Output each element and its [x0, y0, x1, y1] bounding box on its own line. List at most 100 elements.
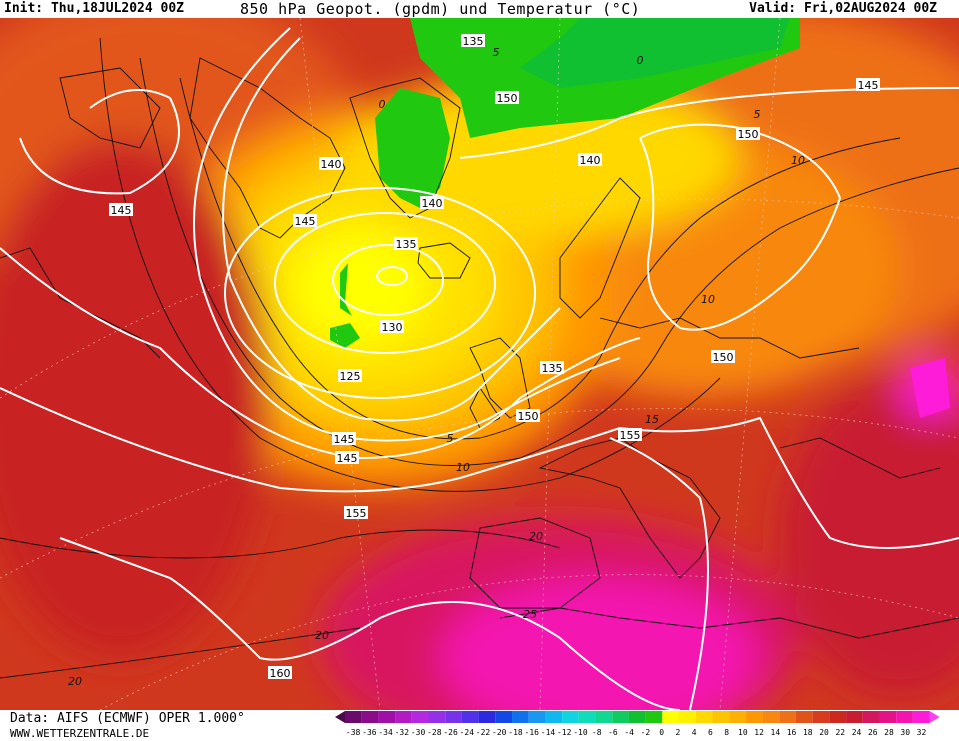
scale-color-box — [495, 711, 513, 723]
scale-color-box — [378, 711, 396, 723]
geopotential-label-box — [711, 350, 735, 363]
website-label: WWW.WETTERZENTRALE.DE — [10, 727, 150, 740]
scale-tick-label: -38 — [346, 728, 361, 737]
scale-color-box — [445, 711, 462, 723]
scale-color-box — [545, 711, 563, 723]
scale-color-box — [628, 711, 646, 723]
scale-tick-label: -10 — [573, 728, 588, 737]
scale-tick-label: 4 — [692, 728, 697, 737]
isotherm-label: 5 — [493, 46, 500, 59]
geopotential-label: 135 — [463, 35, 484, 48]
geopotential-labels: 1351401451501401451351301251351451401501… — [109, 34, 880, 680]
scale-tick-label: 12 — [754, 728, 764, 737]
geopotential-label: 150 — [738, 128, 759, 141]
scale-color-box — [528, 711, 546, 723]
isotherm-label: 5 — [447, 432, 454, 445]
scale-color-box — [829, 711, 847, 723]
isotherm-label: 20 — [529, 530, 543, 543]
scale-color-box — [745, 711, 763, 723]
geopotential-label-box — [394, 237, 418, 250]
geopotential-label: 150 — [713, 351, 734, 364]
scale-tick-label: -14 — [541, 728, 556, 737]
scale-arrow-left — [335, 711, 345, 723]
scale-color-box — [695, 711, 713, 723]
scale-color-box — [478, 711, 496, 723]
geopotential-label: 140 — [580, 154, 601, 167]
scale-tick-label: 26 — [868, 728, 878, 737]
scale-tick-label: 0 — [659, 728, 664, 737]
scale-color-box — [461, 711, 479, 723]
map-title: 850 hPa Geopot. (gpdm) und Temperatur (°… — [240, 0, 641, 18]
geopotential-label-box — [319, 157, 343, 170]
scale-color-box — [562, 711, 579, 723]
scale-tick-label: 30 — [900, 728, 910, 737]
scale-color-box — [779, 711, 796, 723]
geopotential-label: 150 — [497, 92, 518, 105]
scale-color-box — [512, 711, 529, 723]
scale-color-box — [662, 711, 680, 723]
scale-tick-label: -20 — [492, 728, 507, 737]
scale-tick-label: -18 — [508, 728, 523, 737]
scale-color-box — [712, 711, 730, 723]
isotherm-label: 25 — [523, 608, 537, 621]
scale-tick-label: -16 — [525, 728, 540, 737]
isotherm-label: 0 — [637, 54, 644, 67]
geopotential-label-box — [332, 432, 356, 445]
geopotential-label: 140 — [422, 197, 443, 210]
scale-color-box — [361, 711, 379, 723]
geopotential-label-box — [540, 361, 564, 374]
scale-tick-label: -2 — [641, 728, 651, 737]
scale-color-box — [862, 711, 880, 723]
scale-color-box — [612, 711, 629, 723]
scale-tick-label: 16 — [787, 728, 797, 737]
scale-color-box — [729, 711, 746, 723]
scale-tick-label: -22 — [476, 728, 491, 737]
scale-color-box — [762, 711, 780, 723]
scale-tick-label: 10 — [738, 728, 748, 737]
geopotential-label-box — [856, 78, 880, 91]
geopotential-label-box — [736, 127, 760, 140]
geopotential-label: 150 — [518, 410, 539, 423]
scale-color-box — [595, 711, 613, 723]
scale-tick-label: -8 — [592, 728, 602, 737]
isotherm-label: 5 — [754, 108, 761, 121]
geopotential-label: 145 — [111, 204, 132, 217]
scale-tick-label: 20 — [819, 728, 829, 737]
scale-tick-label: 2 — [675, 728, 680, 737]
valid-time-label: Valid: Fri,02AUG2024 00Z — [749, 1, 937, 16]
geopotential-label-box — [338, 369, 362, 382]
geopotential-label: 145 — [858, 79, 879, 92]
geopotential-label-box — [516, 409, 540, 422]
geopotential-label-box — [293, 214, 317, 227]
scale-color-box — [428, 711, 446, 723]
data-source-label: Data: AIFS (ECMWF) OPER 1.000° — [10, 711, 245, 726]
temperature-color-scale: -38 -36 -34 -32 -30 -28 -26 -24 -22 -20 -18 -16 -14-… — [335, 711, 940, 737]
scale-tick-label: 32 — [917, 728, 927, 737]
geopotential-label-box — [461, 34, 485, 47]
isotherm-label: 15 — [645, 413, 659, 426]
geopotential-label-box — [335, 451, 359, 464]
geopotential-label-box — [420, 196, 444, 209]
scale-color-box — [879, 711, 897, 723]
scale-tick-label: 24 — [852, 728, 862, 737]
isotherm-label: 10 — [791, 154, 805, 167]
scale-color-box — [846, 711, 863, 723]
scale-color-box — [395, 711, 412, 723]
geopotential-contours — [0, 27, 959, 710]
scale-tick-label: -30 — [411, 728, 426, 737]
geopotential-label: 125 — [340, 370, 361, 383]
scale-tick-label: 14 — [771, 728, 781, 737]
isotherm-labels: 0 5 5 10 10 15 10 5 20 25 20 20 0 — [68, 46, 805, 688]
isotherm-label: 0 — [379, 98, 386, 111]
scale-tick-label: -36 — [362, 728, 377, 737]
geopotential-label-box — [380, 320, 404, 333]
scale-tick-label: -24 — [460, 728, 475, 737]
geopotential-label: 130 — [382, 321, 403, 334]
scale-tick-label: 22 — [835, 728, 845, 737]
scale-color-box — [345, 711, 362, 723]
scale-color-box — [812, 711, 830, 723]
scale-tick-label: -4 — [624, 728, 634, 737]
geopotential-label: 155 — [620, 429, 641, 442]
init-time-label: Init: Thu,18JUL2024 00Z — [4, 1, 185, 16]
geopotential-label: 155 — [346, 507, 367, 520]
